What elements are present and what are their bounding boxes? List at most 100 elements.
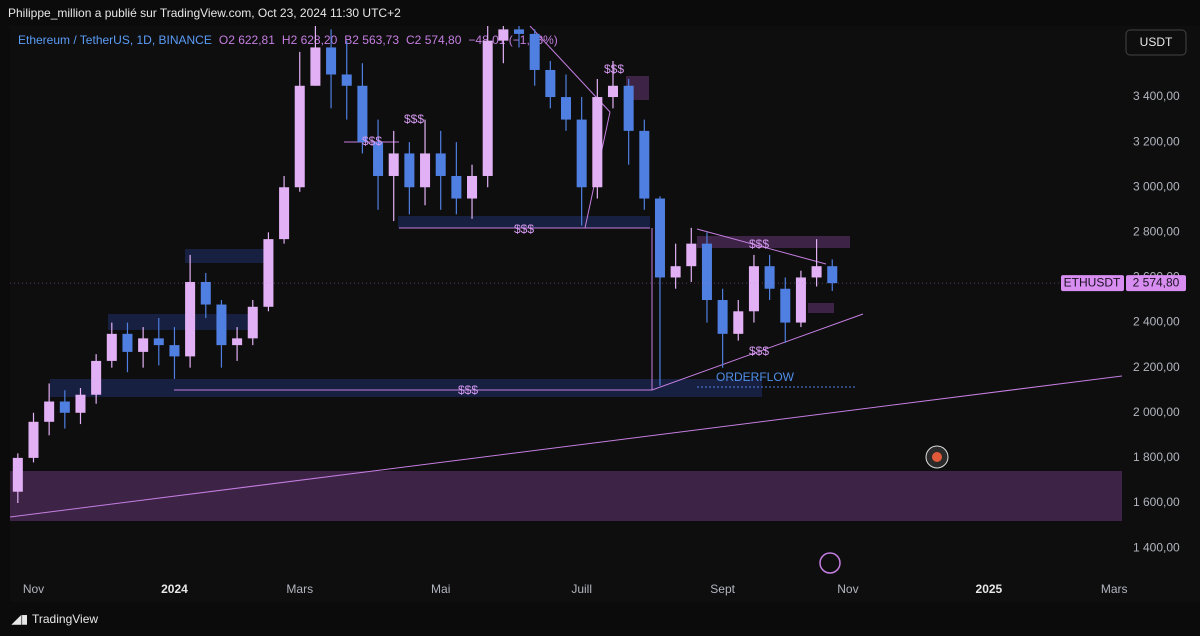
legend-value: C2 574,80 [406, 33, 462, 47]
candle-body [59, 401, 70, 413]
zone [108, 314, 253, 330]
zone [808, 303, 834, 313]
x-tick-label: 2025 [976, 582, 1003, 596]
candle-body [122, 333, 133, 352]
candle-body [639, 130, 650, 199]
y-tick-label: 1 600,00 [1133, 495, 1180, 509]
trendline [651, 313, 864, 391]
header: Philippe_million a publié sur TradingVie… [8, 6, 401, 20]
target-icon-center [932, 452, 942, 462]
y-tick-label: 3 400,00 [1133, 89, 1180, 103]
candle-body [451, 175, 462, 199]
candle-body [341, 74, 352, 86]
candle-body [91, 360, 102, 395]
annotation: $$$ [749, 237, 769, 251]
x-tick-label: Nov [23, 582, 44, 596]
candle-body [560, 97, 572, 120]
candle-body [654, 198, 665, 278]
candle-body [811, 266, 822, 278]
annotation: $$$ [458, 383, 478, 397]
candle-body [576, 119, 587, 188]
candle-body [216, 304, 227, 346]
candle-body [764, 266, 775, 289]
candle-body [435, 153, 446, 176]
candle-body [607, 85, 618, 98]
candle-body [592, 97, 603, 188]
candle-body [263, 239, 274, 307]
candle-body [200, 281, 211, 305]
x-tick-label: Sept [710, 582, 735, 596]
candle-body [623, 85, 634, 131]
legend-value: O2 622,81 [219, 33, 275, 47]
candle-body [310, 47, 321, 86]
footer: TradingView [32, 612, 98, 626]
candle-body [545, 69, 556, 98]
annotation: $$$ [514, 222, 534, 236]
candle-body [294, 85, 305, 188]
candle-body [279, 187, 290, 240]
y-tick-label: 2 200,00 [1133, 360, 1180, 374]
candles [12, 26, 838, 503]
candle-body [498, 29, 509, 41]
candle-body [232, 338, 243, 346]
symbol-tag [1061, 275, 1124, 292]
footer-logo: ◢▮ [11, 612, 28, 626]
trendline [10, 375, 1122, 518]
y-tick-label: 2 000,00 [1133, 405, 1180, 419]
x-tick-label: Juill [571, 582, 592, 596]
trendline [696, 228, 827, 265]
candle-body [420, 153, 431, 188]
x-tick-label: 2024 [161, 582, 188, 596]
currency-button-label[interactable]: USDT [1140, 35, 1173, 49]
legend-value: B2 563,73 [344, 33, 399, 47]
y-tick-label: 1 400,00 [1133, 540, 1180, 554]
candle-body [514, 29, 525, 34]
zone [10, 471, 1122, 521]
candle-body [717, 300, 728, 334]
price-tag [1126, 275, 1186, 292]
legend: Ethereum / TetherUS, 1D, BINANCE O2 622,8… [18, 33, 558, 47]
y-tick-label: 2 800,00 [1133, 225, 1180, 239]
y-tick-label: 3 000,00 [1133, 179, 1180, 193]
candle-body [529, 33, 540, 70]
drawings [10, 26, 1122, 521]
candle-body [701, 243, 712, 301]
candle-body [373, 142, 384, 176]
annotation: $$$ [404, 112, 424, 126]
candle-body [686, 243, 697, 267]
x-tick-label: Mars [1101, 582, 1128, 596]
annotation: $$$ [362, 134, 382, 148]
legend-value: H2 628,20 [282, 33, 338, 47]
candle-body [169, 345, 180, 357]
candle-body [153, 338, 164, 346]
zone [50, 379, 762, 397]
annotation: $$$ [604, 62, 624, 76]
zone [185, 249, 265, 263]
candle-body [247, 306, 258, 339]
candle-body [388, 153, 399, 176]
candle-body [467, 175, 478, 199]
candle-body [780, 288, 791, 323]
price-tag-label: 2 574,80 [1133, 275, 1180, 289]
candle-body [733, 311, 744, 334]
annotation: ORDERFLOW [716, 370, 795, 384]
legend-symbol: Ethereum / TetherUS, 1D, BINANCE [18, 33, 212, 47]
candle-body [326, 47, 337, 75]
candle-body [28, 421, 39, 458]
legend-value: −48,01 (−1,83%) [468, 33, 557, 47]
candle-body [827, 266, 838, 284]
footer-bar [0, 602, 1200, 636]
y-tick-label: 1 800,00 [1133, 450, 1180, 464]
symbol-tag-label: ETHUSDT [1064, 275, 1121, 289]
currency-button[interactable] [1125, 29, 1187, 56]
candle-body [185, 281, 196, 357]
candle-body [404, 153, 415, 188]
candle-body [670, 266, 681, 278]
zone [697, 236, 850, 248]
candle-body [75, 394, 86, 413]
candle-body [106, 333, 117, 361]
alert-icon[interactable] [819, 552, 841, 574]
annotation: $$$ [749, 344, 769, 358]
